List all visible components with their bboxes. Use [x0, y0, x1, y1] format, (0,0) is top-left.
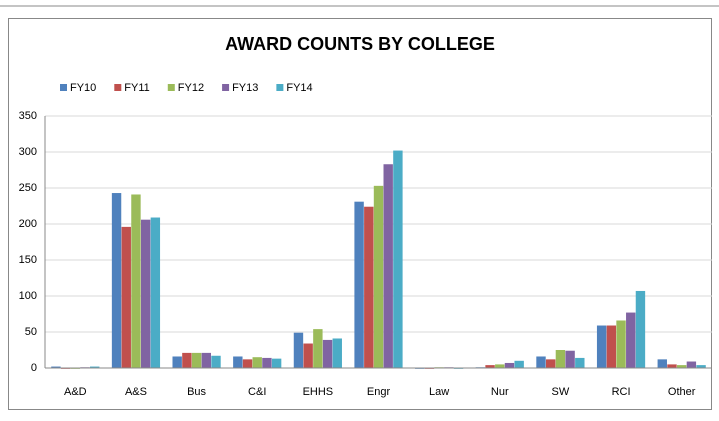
- bar: [51, 366, 61, 368]
- bar: [565, 350, 575, 368]
- bar: [546, 359, 556, 368]
- legend-label: FY12: [178, 82, 204, 94]
- bar: [354, 201, 364, 368]
- x-tick-label: Bus: [187, 386, 206, 398]
- bar: [686, 361, 697, 368]
- bar: [322, 339, 333, 368]
- x-tick-label: Engr: [367, 386, 391, 398]
- bar: [140, 219, 151, 368]
- bar: [495, 364, 505, 368]
- bar: [262, 357, 272, 368]
- bar: [313, 329, 323, 368]
- y-tick-label: 200: [19, 218, 37, 230]
- bar: [90, 366, 100, 368]
- legend-swatch: [60, 84, 67, 91]
- x-tick-label: EHHS: [303, 386, 334, 398]
- bar: [383, 164, 393, 368]
- y-tick-label: 0: [31, 362, 37, 374]
- y-tick-label: 300: [19, 146, 37, 158]
- bar: [616, 320, 626, 368]
- x-tick-label: A&D: [64, 386, 87, 398]
- chart-title: AWARD COUNTS BY COLLEGE: [225, 34, 495, 54]
- y-tick-label: 250: [19, 182, 37, 194]
- x-tick-label: Other: [668, 386, 696, 398]
- legend-swatch: [276, 84, 284, 91]
- x-tick-label: RCI: [612, 386, 631, 398]
- bar: [182, 352, 192, 368]
- bar: [657, 359, 667, 368]
- bar: [201, 352, 211, 368]
- x-tick-label: Nur: [491, 386, 509, 398]
- bar: [303, 343, 313, 368]
- bar: [606, 325, 617, 368]
- bar: [373, 185, 384, 368]
- bar: [514, 360, 524, 368]
- bar: [111, 193, 122, 368]
- x-tick-label: Law: [429, 386, 449, 398]
- bar: [485, 365, 495, 368]
- bar: [635, 290, 646, 368]
- bar: [211, 355, 221, 368]
- legend-swatch: [167, 84, 175, 91]
- legend-label: FY10: [70, 82, 96, 94]
- legend-swatch: [222, 84, 230, 91]
- bar: [596, 325, 607, 368]
- y-tick-label: 50: [25, 326, 37, 338]
- bar: [504, 362, 515, 368]
- bar: [696, 365, 706, 368]
- bar: [233, 356, 243, 368]
- bar: [676, 365, 687, 368]
- bar: [172, 356, 182, 368]
- bar: [242, 359, 253, 368]
- bar: [332, 338, 342, 368]
- bar: [121, 226, 131, 368]
- bar: [131, 194, 141, 368]
- bar: [667, 364, 677, 368]
- legend-label: FY14: [286, 82, 312, 94]
- bar: [293, 332, 304, 368]
- x-tick-label: SW: [552, 386, 570, 398]
- x-tick-label: C&I: [248, 386, 266, 398]
- bar: [536, 356, 546, 368]
- bar: [191, 352, 202, 368]
- y-tick-label: 100: [19, 290, 37, 302]
- bar: [575, 357, 585, 368]
- bar: [271, 358, 282, 368]
- x-tick-label: A&S: [125, 386, 147, 398]
- legend-label: FY13: [232, 82, 258, 94]
- bar: [626, 312, 636, 368]
- y-tick-label: 350: [19, 110, 37, 122]
- bar: [393, 150, 403, 368]
- bar: [555, 350, 566, 368]
- bar: [364, 206, 374, 368]
- chart-border: [8, 18, 712, 410]
- y-tick-label: 150: [19, 254, 37, 266]
- bar: [252, 357, 262, 368]
- bar: [150, 217, 161, 368]
- legend-label: FY11: [124, 82, 149, 94]
- legend-swatch: [114, 84, 122, 91]
